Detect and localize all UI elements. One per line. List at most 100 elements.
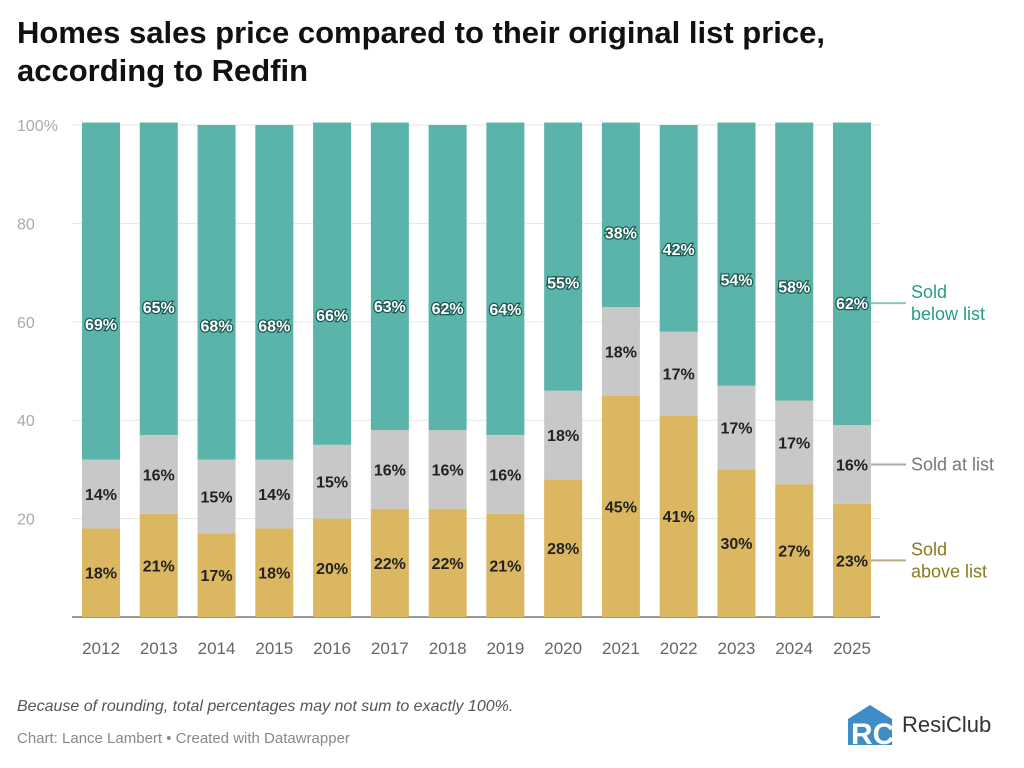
x-tick-label: 2021 bbox=[602, 639, 640, 658]
footnote: Because of rounding, total percentages m… bbox=[17, 698, 514, 715]
svg-text:RC: RC bbox=[851, 718, 894, 747]
bar-segment bbox=[601, 395, 640, 617]
data-label: 65% bbox=[143, 300, 175, 317]
bar-segment bbox=[486, 122, 525, 435]
data-label: 17% bbox=[201, 568, 233, 585]
data-label: 16% bbox=[836, 457, 868, 474]
y-tick-label: 20 bbox=[17, 512, 35, 529]
bar-segment bbox=[428, 125, 467, 431]
data-label: 16% bbox=[374, 462, 406, 479]
data-label: 23% bbox=[836, 553, 868, 570]
bar-segment bbox=[255, 459, 294, 529]
bar-segment bbox=[775, 484, 814, 617]
x-tick-label: 2012 bbox=[82, 639, 120, 658]
bar-segment bbox=[255, 528, 294, 617]
bar-segment bbox=[717, 469, 756, 617]
data-label: 14% bbox=[258, 487, 290, 504]
credit-line: Chart: Lance Lambert • Created with Data… bbox=[17, 730, 350, 747]
data-label: 58% bbox=[778, 279, 810, 296]
data-label: 62% bbox=[432, 301, 464, 318]
resiclub-logo-icon: RC bbox=[848, 705, 894, 747]
bar-segment bbox=[833, 122, 872, 426]
bar-segment bbox=[197, 459, 236, 534]
bar-segment bbox=[139, 513, 178, 617]
resiclub-logo: RC ResiClub bbox=[846, 703, 991, 747]
bar-segment bbox=[717, 122, 756, 386]
bar-segment bbox=[197, 533, 236, 617]
bar-segment bbox=[370, 430, 409, 509]
data-label: 22% bbox=[374, 556, 406, 573]
bar-segment bbox=[82, 122, 120, 460]
bar-segment bbox=[370, 122, 409, 431]
legend-label: Sold below list bbox=[911, 282, 985, 324]
legend-label: Sold above list bbox=[911, 539, 987, 581]
bar-segment bbox=[833, 503, 872, 617]
data-label: 21% bbox=[489, 558, 521, 575]
legend-label: Sold at list bbox=[911, 454, 994, 474]
data-label: 18% bbox=[85, 566, 117, 583]
bar-segment bbox=[659, 331, 698, 416]
data-label: 62% bbox=[836, 296, 868, 313]
data-label: 18% bbox=[258, 566, 290, 583]
data-label: 17% bbox=[663, 366, 695, 383]
bar-segment bbox=[486, 434, 525, 514]
data-label: 41% bbox=[663, 509, 695, 526]
x-tick-label: 2023 bbox=[718, 639, 756, 658]
y-tick-label: 100% bbox=[17, 118, 58, 135]
bar-segment bbox=[82, 459, 120, 529]
bar-segment bbox=[82, 528, 120, 617]
bar-segment bbox=[717, 385, 756, 470]
data-label: 54% bbox=[720, 272, 752, 289]
data-label: 38% bbox=[605, 225, 637, 242]
bar-segment bbox=[139, 122, 178, 435]
x-tick-label: 2016 bbox=[313, 639, 351, 658]
data-label: 68% bbox=[201, 319, 233, 336]
bar-segment bbox=[775, 400, 814, 485]
data-label: 66% bbox=[316, 308, 348, 325]
bar-segment bbox=[544, 479, 583, 617]
data-label: 30% bbox=[720, 536, 752, 553]
bar-segment bbox=[370, 508, 409, 617]
data-label: 63% bbox=[374, 299, 406, 316]
data-label: 21% bbox=[143, 558, 175, 575]
y-tick-label: 60 bbox=[17, 315, 35, 332]
data-label: 18% bbox=[547, 428, 579, 445]
data-label: 18% bbox=[605, 344, 637, 361]
logo-text: ResiClub bbox=[902, 712, 992, 737]
data-label: 17% bbox=[720, 421, 752, 438]
bar-segment bbox=[544, 390, 583, 480]
bar-segment bbox=[833, 425, 872, 504]
data-label: 69% bbox=[85, 317, 117, 334]
bar-segment bbox=[313, 518, 352, 617]
data-label: 55% bbox=[547, 275, 579, 292]
stacked-bar-chart: 20 40 60 80 100% 18% 14% 69% 2012 21% 16% 65% 2013 17… bbox=[17, 118, 994, 658]
bar-segment bbox=[139, 434, 178, 514]
bar-segment bbox=[428, 430, 467, 509]
bar-segment bbox=[775, 122, 814, 401]
x-tick-label: 2025 bbox=[833, 639, 871, 658]
y-tick-label: 80 bbox=[17, 216, 35, 233]
x-tick-label: 2013 bbox=[140, 639, 178, 658]
x-tick-label: 2014 bbox=[198, 639, 236, 658]
bar-segment bbox=[486, 513, 525, 617]
x-tick-label: 2019 bbox=[486, 639, 524, 658]
bar-segment bbox=[428, 508, 467, 617]
x-tick-label: 2018 bbox=[429, 639, 467, 658]
data-label: 68% bbox=[258, 319, 290, 336]
data-label: 16% bbox=[143, 467, 175, 484]
x-tick-label: 2020 bbox=[544, 639, 582, 658]
data-label: 45% bbox=[605, 499, 637, 516]
data-label: 16% bbox=[432, 462, 464, 479]
data-label: 22% bbox=[432, 556, 464, 573]
data-label: 14% bbox=[85, 487, 117, 504]
y-tick-label: 40 bbox=[17, 413, 35, 430]
data-label: 15% bbox=[201, 489, 233, 506]
x-tick-label: 2024 bbox=[775, 639, 813, 658]
data-label: 16% bbox=[489, 467, 521, 484]
bar-segment bbox=[544, 122, 583, 391]
bar-segment bbox=[659, 125, 698, 332]
bar-segment bbox=[313, 444, 352, 519]
data-label: 28% bbox=[547, 541, 579, 558]
bar-segment bbox=[313, 122, 352, 445]
bar-segment bbox=[601, 122, 640, 308]
